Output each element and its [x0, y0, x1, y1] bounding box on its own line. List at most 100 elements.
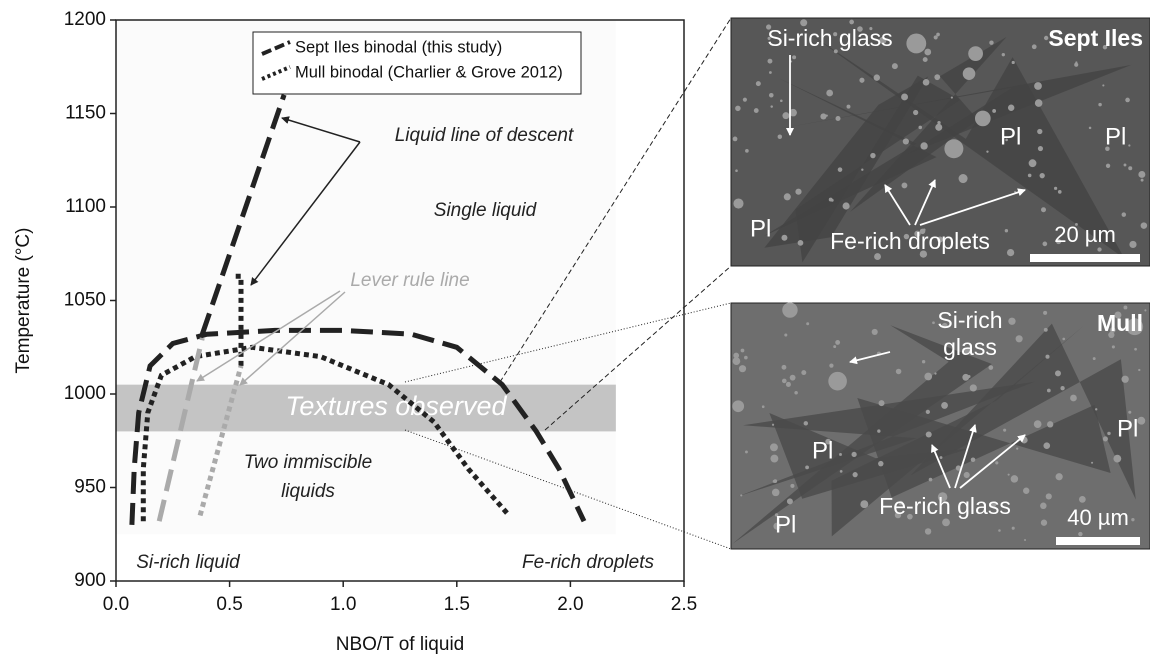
droplet: [896, 369, 902, 375]
micrograph-label: Pl: [775, 511, 796, 538]
y-tick-label: 1000: [64, 383, 106, 404]
y-tick-label: 1050: [64, 290, 106, 311]
droplet: [859, 78, 864, 83]
droplet: [1128, 144, 1130, 146]
droplet: [843, 202, 850, 209]
droplet: [792, 55, 796, 59]
droplet: [835, 340, 840, 345]
droplet: [918, 126, 922, 130]
x-axis-label: NBO/T of liquid: [336, 634, 464, 655]
droplet: [1040, 503, 1046, 509]
droplet: [1041, 520, 1047, 526]
droplet: [926, 431, 932, 437]
micrograph-title: Sept Iles: [1048, 25, 1143, 51]
droplet: [745, 149, 749, 153]
droplet: [790, 375, 796, 381]
droplet: [1008, 318, 1015, 325]
droplet: [754, 108, 759, 113]
droplet: [992, 109, 996, 113]
droplet: [743, 98, 747, 102]
droplet: [874, 253, 881, 260]
droplet: [1008, 105, 1014, 111]
droplet: [770, 443, 778, 451]
droplet: [995, 461, 998, 464]
droplet: [941, 402, 948, 409]
droplet: [970, 384, 977, 391]
band-label: Textures observed: [285, 391, 507, 421]
droplet: [872, 329, 878, 335]
annotation: Lever rule line: [350, 270, 469, 291]
droplet: [1078, 532, 1082, 536]
droplet: [744, 356, 748, 360]
droplet: [784, 193, 791, 200]
droplet: [798, 240, 804, 246]
droplet: [1112, 345, 1115, 348]
droplet: [833, 345, 836, 348]
droplet: [879, 400, 885, 406]
droplet: [1007, 249, 1014, 256]
droplet: [756, 81, 761, 86]
droplet: [733, 137, 738, 142]
x-tick-label: 2.0: [557, 594, 583, 615]
droplet: [1113, 455, 1121, 463]
scale-bar-label: 20 µm: [1054, 222, 1116, 247]
droplet: [847, 105, 851, 109]
droplet: [1032, 44, 1037, 49]
droplet: [1137, 417, 1145, 425]
droplet: [924, 373, 932, 381]
droplet: [1003, 429, 1006, 432]
droplet: [874, 74, 880, 80]
droplet: [1055, 370, 1061, 376]
droplet: [1125, 98, 1130, 103]
droplet: [1043, 311, 1047, 315]
micrograph-label: Pl: [1105, 123, 1126, 150]
droplet: [1129, 241, 1136, 248]
droplet: [964, 472, 970, 478]
micrograph: MullSi-richglassPlPlPlFe-rich glass40 µm: [731, 302, 1150, 549]
droplet: [735, 169, 738, 172]
droplet: [826, 115, 828, 117]
droplet: [912, 36, 920, 44]
x-tick-label: 0.5: [216, 594, 242, 615]
droplet: [787, 498, 793, 504]
droplet: [1008, 474, 1010, 476]
droplet: [767, 59, 772, 64]
droplet: [923, 57, 928, 62]
annotation: Si-rich liquid: [136, 552, 241, 573]
figure: Textures observed90095010001050110011501…: [0, 0, 1150, 664]
droplet: [739, 365, 746, 372]
droplet: [1012, 61, 1015, 64]
droplet: [1091, 462, 1093, 464]
y-tick-label: 950: [74, 477, 106, 498]
droplet: [1074, 63, 1078, 67]
droplet: [782, 365, 787, 370]
droplet: [801, 370, 806, 375]
droplet: [1131, 518, 1134, 521]
droplet: [901, 94, 908, 101]
droplet: [795, 189, 801, 195]
droplet: [1042, 242, 1047, 247]
annotation: liquids: [281, 481, 335, 502]
droplet: [951, 97, 953, 99]
x-tick-label: 0.0: [103, 594, 129, 615]
droplet: [735, 106, 741, 112]
droplet: [1040, 173, 1045, 178]
droplet: [934, 74, 940, 80]
droplet: [1046, 493, 1052, 499]
droplet: [1037, 129, 1042, 134]
droplet: [805, 466, 809, 470]
droplet: [944, 139, 963, 158]
droplet: [838, 167, 843, 172]
droplet: [963, 67, 976, 80]
droplet: [770, 105, 772, 107]
droplet: [1106, 164, 1110, 168]
droplet: [861, 169, 863, 171]
micrograph-label: Pl: [1000, 123, 1021, 150]
droplet: [934, 35, 938, 39]
droplet: [1041, 207, 1046, 212]
droplet: [877, 429, 880, 432]
droplet: [1103, 436, 1108, 441]
droplet: [1141, 222, 1148, 229]
droplet: [835, 116, 840, 121]
droplet: [1045, 355, 1049, 359]
